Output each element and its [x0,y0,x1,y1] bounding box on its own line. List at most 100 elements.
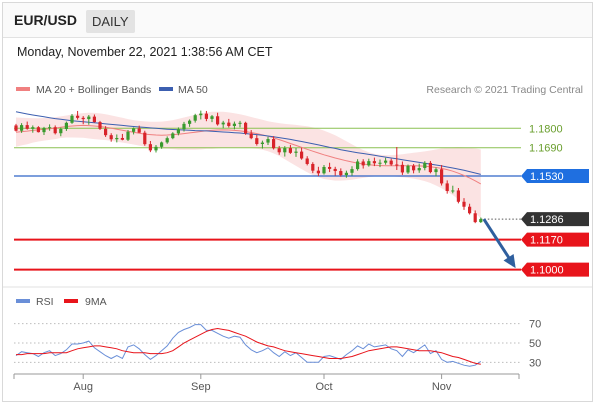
candle-body [473,213,477,223]
candle-body [48,127,52,129]
candle-body [322,166,326,174]
candle-body [456,190,460,202]
candle-body [417,168,421,171]
candle [350,166,354,176]
candle-body [92,116,96,123]
candle-body [272,139,276,149]
last-price-tag [521,212,589,227]
candle [249,130,253,140]
candle [378,159,382,168]
candle-body [176,129,180,134]
widget-header: EUR/USD DAILY [3,3,592,38]
candle-body [406,165,410,173]
candle [120,133,124,141]
rsi-legend-label: RSI [36,296,54,308]
candle-body [14,125,18,131]
rsi-ma-legend-label: 9MA [85,296,107,308]
x-axis-tick-label: Oct [315,381,332,393]
x-axis-tick-label: Aug [73,381,93,393]
candle-body [350,169,354,173]
candle-body [64,122,68,129]
candle-body [25,125,29,129]
projection-arrowhead [503,253,516,269]
candle [395,147,399,170]
candle [42,126,46,135]
last-price-label: 1.1286 [530,214,564,226]
candle [417,163,421,173]
candle-body [328,166,332,169]
candlesticks [14,110,483,224]
candle-body [389,160,393,165]
candle [367,158,371,167]
candle-body [311,163,315,171]
candle [428,160,432,174]
candle [210,115,214,123]
rsi-panel: 30 50 70 [14,319,541,369]
candle [479,217,483,223]
x-axis-tick-label: Sep [191,381,211,393]
candle [188,119,192,127]
candle-body [132,128,136,132]
candle-body [339,171,343,176]
candle [356,159,360,171]
rsi-tick-label: 70 [529,319,541,331]
symbol-title: EUR/USD [14,12,78,28]
candle-body [199,113,203,116]
rsi-line [15,324,482,367]
candle [182,121,186,132]
candle-body [104,128,108,136]
candle-body [361,161,365,166]
candle [361,159,365,169]
rsi-ma-legend-swatch [64,299,78,303]
candle-body [249,133,253,139]
candle [154,145,158,153]
x-axis: Aug Sep Oct Nov [13,373,520,393]
candle [76,110,80,120]
candle [333,166,337,176]
candle-body [36,127,40,133]
candle-body [277,148,281,153]
pivot-label: 1.1530 [530,171,564,183]
candle-body [232,123,236,126]
candle-body [188,120,192,124]
candle-body [148,144,152,151]
candle [277,145,281,155]
credit-text: Research © 2021 Trading Central [426,84,583,96]
candle [143,130,147,146]
projection-arrow [482,218,516,269]
rsi-ma-line [16,327,481,365]
candle-body [479,219,483,223]
period-button[interactable]: DAILY [86,10,135,33]
candle [423,161,427,171]
timestamp: Monday, November 22, 2021 1:38:56 AM CET [17,45,273,59]
ma20-legend-swatch [16,87,30,91]
candle-body [20,125,24,131]
candle-body [356,161,360,170]
candle [20,123,24,133]
candle [255,134,259,146]
candle-body [87,116,91,120]
candle-body [468,206,472,214]
ma20-legend-label: MA 20 + Bollinger Bands [36,84,151,96]
candle-body [395,164,399,166]
candle-body [440,169,444,184]
candle-body [126,131,130,140]
candle-body [42,128,46,133]
candle [126,130,130,141]
rsi-tick-label: 50 [529,338,541,350]
candle [176,127,180,136]
candle-body [344,172,348,176]
candle [31,125,35,133]
candle-body [255,138,259,144]
candle-body [204,113,208,119]
candle [283,146,287,157]
candle-body [210,116,214,119]
candle-body [221,122,225,125]
support-tag [521,232,589,247]
candle [328,162,332,173]
candle [104,126,108,137]
chart-widget: EUR/USD DAILY Monday, November 22, 2021 … [2,2,593,402]
candle [339,168,343,177]
ma50-line [15,111,481,175]
